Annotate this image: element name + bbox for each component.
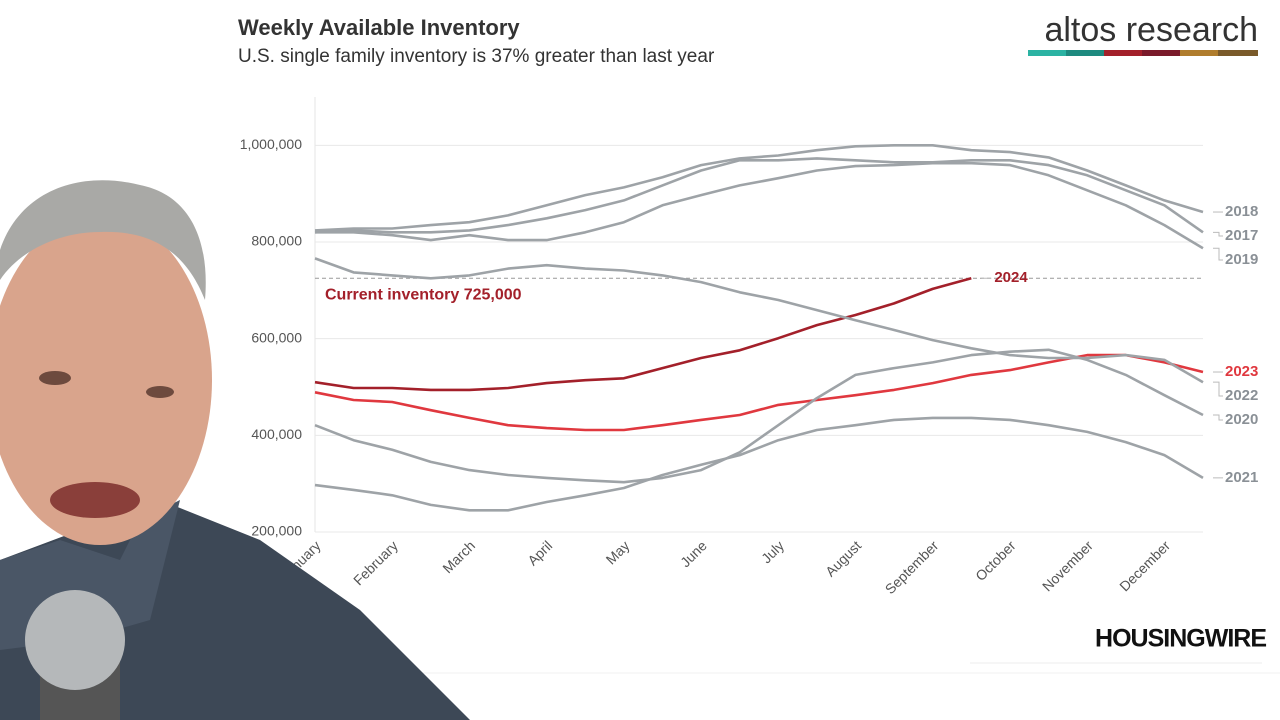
head	[0, 215, 212, 545]
stripe	[1142, 50, 1180, 56]
series-line	[314, 277, 972, 392]
series-label: 2021	[1225, 469, 1258, 486]
microphone-head	[25, 590, 125, 690]
y-tick-label: 600,000	[251, 329, 302, 345]
brand-logo: altos research	[1044, 11, 1258, 49]
series-line	[315, 161, 1204, 250]
series-label: 2017	[1225, 227, 1258, 244]
reference-label: Current inventory 725,000	[325, 286, 522, 303]
label-connector	[1213, 381, 1223, 397]
hair	[0, 180, 206, 300]
series-label: 2022	[1225, 387, 1258, 404]
series-label: 2019	[1225, 251, 1258, 268]
series-line	[314, 416, 1204, 512]
series-line	[314, 144, 1204, 232]
mouth	[50, 482, 140, 518]
series-label: 2020	[1225, 411, 1258, 428]
series-label: 2018	[1225, 203, 1258, 220]
label-connector	[1213, 231, 1223, 237]
stripe	[1180, 50, 1218, 56]
series-line	[314, 157, 1204, 234]
y-tick-label: 800,000	[251, 233, 302, 249]
chart-subtitle: U.S. single family inventory is 37% grea…	[238, 46, 715, 67]
series-line	[314, 353, 1204, 432]
label-connector	[1213, 414, 1223, 421]
stripe	[1104, 50, 1142, 56]
series-line	[314, 348, 1204, 484]
brand-stripe	[1028, 50, 1258, 56]
chart-title: Weekly Available Inventory	[238, 15, 520, 40]
label-connector	[1213, 247, 1223, 261]
eye	[146, 386, 174, 398]
publisher-logo: HOUSINGWIRE	[1095, 625, 1266, 653]
presenter	[0, 180, 470, 720]
series-line	[314, 257, 1204, 384]
y-tick-label: 1,000,000	[240, 136, 302, 152]
eye	[39, 371, 71, 385]
stripe	[1066, 50, 1104, 56]
stripe	[1028, 50, 1066, 56]
series-label: 2023	[1225, 363, 1258, 380]
y-tick-label: 200,000	[251, 523, 302, 539]
y-tick-label: 400,000	[251, 426, 302, 442]
series-label: 2024	[994, 269, 1028, 286]
stripe	[1218, 50, 1258, 56]
